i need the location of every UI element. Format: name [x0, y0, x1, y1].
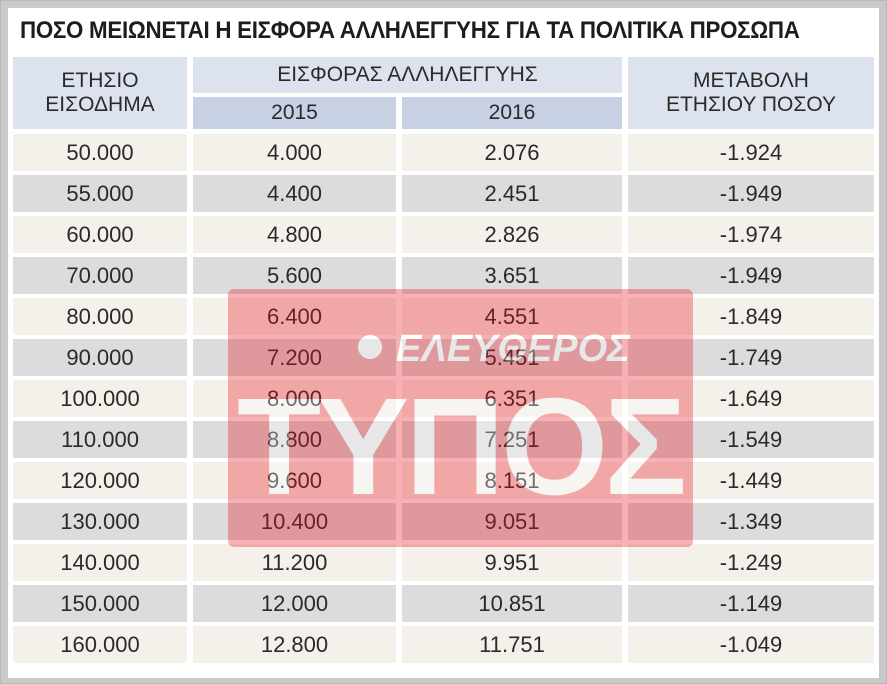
table-cell-change: -1.749 [628, 339, 874, 376]
table-cell-change: -1.449 [628, 462, 874, 499]
table-cell-contribution-2015: 7.200 [193, 339, 396, 376]
table-cell-income: 70.000 [13, 257, 187, 294]
table-cell-income: 60.000 [13, 216, 187, 253]
table-cell-income: 90.000 [13, 339, 187, 376]
table-cell-income: 50.000 [13, 134, 187, 171]
table-cell-contribution-2016: 7.251 [402, 421, 622, 458]
header-annual-income-line2: ΕΙΣΟΔΗΜΑ [45, 93, 155, 116]
chart-title: ΠΟΣΟ ΜΕΙΩΝΕΤΑΙ Η ΕΙΣΦΟΡΑ ΑΛΛΗΛΕΓΓΥΗΣ ΓΙΑ… [20, 17, 800, 44]
table-cell-income: 150.000 [13, 585, 187, 622]
table-cell-contribution-2015: 10.400 [193, 503, 396, 540]
header-year-2016-label: 2016 [488, 100, 536, 124]
table-cell-change: -1.924 [628, 134, 874, 171]
table-cell-income: 80.000 [13, 298, 187, 335]
data-table: ΕΤΗΣΙΟ ΕΙΣΟΔΗΜΑ ΕΙΣΦΟΡΑΣ ΑΛΛΗΛΕΓΓΥΗΣ 201… [8, 54, 879, 678]
table-cell-change: -1.849 [628, 298, 874, 335]
table-cell-contribution-2015: 9.600 [193, 462, 396, 499]
table-cell-income: 55.000 [13, 175, 187, 212]
table-cell-contribution-2016: 9.051 [402, 503, 622, 540]
table-cell-income: 110.000 [13, 421, 187, 458]
table-cell-contribution-2016: 5.451 [402, 339, 622, 376]
title-bar: ΠΟΣΟ ΜΕΙΩΝΕΤΑΙ Η ΕΙΣΦΟΡΑ ΑΛΛΗΛΕΓΓΥΗΣ ΓΙΑ… [8, 8, 879, 54]
table-cell-contribution-2016: 3.651 [402, 257, 622, 294]
table-cell-contribution-2016: 4.551 [402, 298, 622, 335]
table-cell-contribution-2015: 4.000 [193, 134, 396, 171]
table-cell-income: 100.000 [13, 380, 187, 417]
table-cell-contribution-2015: 8.800 [193, 421, 396, 458]
table-cell-contribution-2016: 8.151 [402, 462, 622, 499]
table-cell-contribution-2015: 6.400 [193, 298, 396, 335]
table-cell-change: -1.949 [628, 175, 874, 212]
table-cell-change: -1.349 [628, 503, 874, 540]
table-cell-contribution-2016: 9.951 [402, 544, 622, 581]
table-cell-change: -1.649 [628, 380, 874, 417]
header-contribution-group-label: ΕΙΣΦΟΡΑΣ ΑΛΛΗΛΕΓΓΥΗΣ [277, 62, 538, 86]
header-annual-change-line1: ΜΕΤΑΒΟΛΗ [693, 68, 809, 92]
table-cell-change: -1.549 [628, 421, 874, 458]
table-cell-income: 120.000 [13, 462, 187, 499]
table-cell-change: -1.249 [628, 544, 874, 581]
table-cell-contribution-2015: 4.800 [193, 216, 396, 253]
table-cell-contribution-2015: 12.000 [193, 585, 396, 622]
table-cell-contribution-2016: 2.076 [402, 134, 622, 171]
header-annual-change: ΜΕΤΑΒΟΛΗ ΕΤΗΣΙΟΥ ΠΟΣΟΥ [628, 57, 874, 129]
header-year-2015: 2015 [193, 97, 396, 129]
header-annual-income-line1: ΕΤΗΣΙΟ [61, 68, 139, 92]
table-cell-contribution-2015: 12.800 [193, 626, 396, 663]
table-cell-income: 130.000 [13, 503, 187, 540]
table-cell-change: -1.149 [628, 585, 874, 622]
table-cell-contribution-2016: 2.826 [402, 216, 622, 253]
table-cell-change: -1.974 [628, 216, 874, 253]
table-cell-income: 140.000 [13, 544, 187, 581]
header-contribution-group: ΕΙΣΦΟΡΑΣ ΑΛΛΗΛΕΓΓΥΗΣ [193, 57, 622, 93]
table-cell-change: -1.949 [628, 257, 874, 294]
table-cell-contribution-2016: 10.851 [402, 585, 622, 622]
table-cell-contribution-2015: 11.200 [193, 544, 396, 581]
header-year-2016: 2016 [402, 97, 622, 129]
table-cell-contribution-2016: 6.351 [402, 380, 622, 417]
header-annual-income: ΕΤΗΣΙΟ ΕΙΣΟΔΗΜΑ [13, 57, 187, 129]
table-cell-change: -1.049 [628, 626, 874, 663]
table-cell-income: 160.000 [13, 626, 187, 663]
table-cell-contribution-2015: 5.600 [193, 257, 396, 294]
table-cell-contribution-2016: 11.751 [402, 626, 622, 663]
table-cell-contribution-2015: 8.000 [193, 380, 396, 417]
table-cell-contribution-2015: 4.400 [193, 175, 396, 212]
header-year-2015-label: 2015 [271, 100, 318, 124]
header-annual-change-line2: ΕΤΗΣΙΟΥ ΠΟΣΟΥ [665, 93, 837, 116]
table-cell-contribution-2016: 2.451 [402, 175, 622, 212]
